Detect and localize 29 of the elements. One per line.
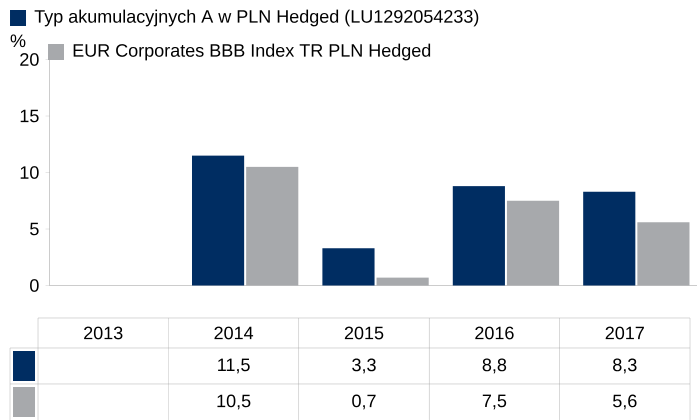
x-tick-label: 2013: [84, 326, 122, 340]
x-tick-label: 2017: [606, 326, 644, 340]
y-tick-label: 15: [20, 110, 39, 122]
data-label: 10,5: [217, 394, 250, 410]
bar: [192, 156, 244, 286]
y-tick-label: 0: [30, 279, 39, 292]
legend-label: Typ akumulacyjnych A w PLN Hedged (LU1292054233): [34, 10, 478, 26]
y-axis-title: %: [10, 34, 26, 48]
bar: [583, 192, 636, 286]
y-tick-label: 20: [20, 53, 39, 66]
bar: [376, 278, 429, 286]
x-tick-label: 2016: [475, 326, 514, 340]
bar: [452, 186, 505, 286]
bar: [637, 222, 690, 286]
bar: [246, 166, 298, 286]
data-label: 11,5: [218, 358, 250, 374]
legend-label: EUR Corporates BBB Index TR PLN Hedged: [74, 44, 430, 60]
x-tick-label: 2015: [344, 326, 384, 340]
data-label: 8,8: [482, 358, 506, 374]
data-label: 3,3: [352, 358, 376, 374]
x-tick-label: 2014: [214, 326, 254, 340]
data-label: 5,6: [613, 394, 637, 410]
bar: [322, 248, 375, 286]
data-label: 7,5: [482, 394, 506, 410]
y-tick-label: 5: [30, 222, 39, 236]
y-tick-label: 10: [20, 166, 39, 179]
bar: [506, 200, 560, 286]
data-label: 8,3: [613, 358, 637, 374]
data-label: 0,7: [352, 394, 376, 410]
